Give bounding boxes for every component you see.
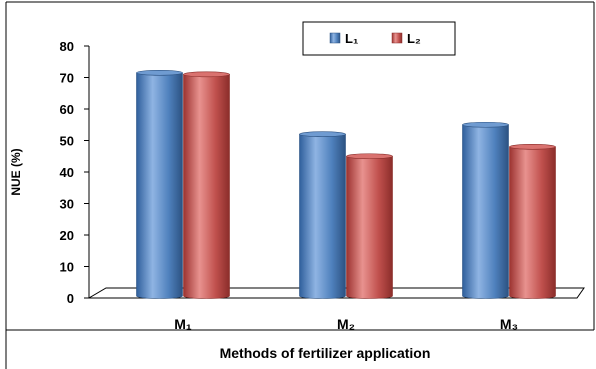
- bar-body: [346, 155, 393, 299]
- bar-l2-m1: [183, 71, 230, 299]
- bar-l1-m1: [136, 69, 183, 299]
- x-tick-label: M₁: [174, 316, 192, 332]
- bar-top: [299, 131, 346, 137]
- legend: L₁ L₂: [302, 21, 456, 56]
- y-tick-label: 40: [60, 165, 74, 180]
- bar-top: [462, 121, 509, 128]
- legend-swatch-l1: [329, 32, 341, 44]
- y-axis-ticks: 0 10 20 30 40 50 60 70 80: [60, 39, 89, 306]
- bar-l1-m3: [462, 121, 509, 299]
- y-tick-label: 20: [60, 228, 74, 243]
- bar-top: [346, 153, 393, 160]
- bar-top: [509, 144, 556, 150]
- x-tick-label: M₂: [337, 316, 355, 332]
- bar-series-group: [136, 69, 556, 299]
- legend-label-l2: L₂: [407, 31, 421, 46]
- legend-box: [302, 21, 456, 56]
- x-axis-tick-labels: M₁ M₂ M₃: [174, 316, 518, 332]
- y-axis-title: NUE (%): [9, 148, 23, 195]
- bar-body: [462, 124, 509, 299]
- y-tick-label: 30: [60, 197, 74, 212]
- y-tick-label: 10: [60, 260, 74, 275]
- bar-l2-m2: [346, 153, 393, 299]
- bar-body: [299, 133, 346, 299]
- y-tick-label: 0: [67, 291, 74, 306]
- bar-body: [136, 72, 183, 299]
- y-tick-label: 70: [60, 71, 74, 86]
- legend-label-l1: L₁: [345, 31, 358, 46]
- bar-top: [136, 69, 183, 76]
- bar-l1-m2: [299, 131, 346, 299]
- y-tick-label: 80: [60, 39, 74, 54]
- x-tick-label: M₃: [500, 316, 518, 332]
- bar-top: [183, 71, 230, 78]
- x-axis-title: Methods of fertilizer application: [220, 345, 431, 361]
- legend-swatch-l2: [391, 32, 403, 44]
- y-tick-label: 60: [60, 102, 74, 117]
- bar-body: [183, 74, 230, 299]
- bar-l2-m3: [509, 144, 556, 299]
- bar-body: [509, 146, 556, 299]
- y-tick-label: 50: [60, 134, 74, 149]
